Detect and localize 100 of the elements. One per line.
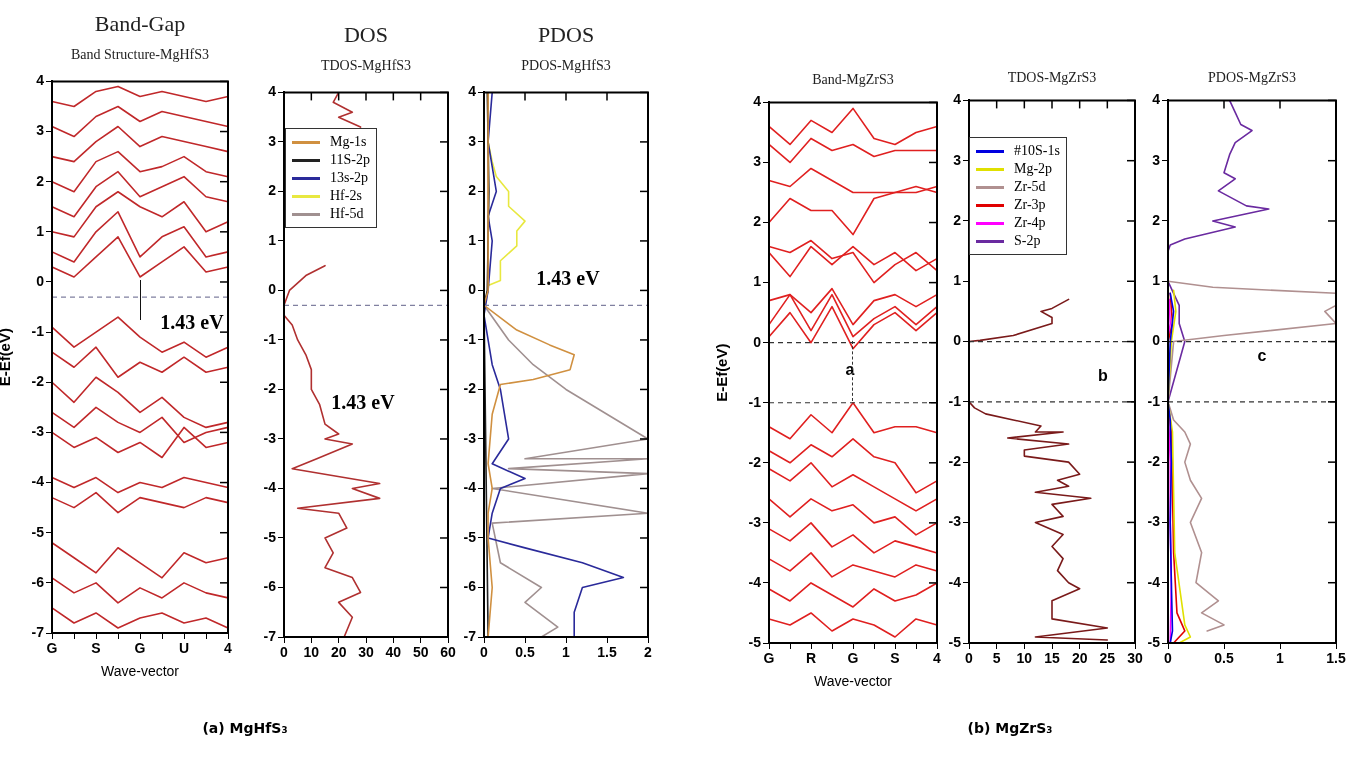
y-tick-label: -4: [31, 473, 45, 490]
y-tick-label: -7: [463, 627, 477, 644]
y-tick-label: 1: [953, 272, 962, 289]
chart-title: Band-Gap: [93, 11, 187, 37]
y-tick-label: -6: [31, 573, 45, 590]
y-tick-label: 3: [468, 132, 477, 149]
annotation: c: [1256, 347, 1268, 365]
legend-label: 11S-2p: [330, 152, 370, 168]
x-tick-label: 0.5: [1214, 650, 1234, 667]
y-tick-label: 1: [268, 231, 277, 248]
x-tick-label: 20: [1071, 650, 1088, 667]
y-tick-label: -4: [463, 479, 477, 496]
y-tick-label: 4: [468, 83, 477, 100]
chart-title: PDOS-MgZrS3: [1207, 70, 1297, 86]
y-tick-label: -3: [463, 429, 477, 446]
text: (b) MgZrS₃: [966, 720, 1054, 736]
y-tick-label: 3: [753, 153, 762, 170]
y-tick-label: -4: [263, 479, 277, 496]
legend-label: 13s-2p: [330, 170, 369, 186]
chart-subtitle: Band Structure-MgHfS3: [69, 47, 210, 63]
legend-label: S-2p: [1014, 233, 1041, 249]
y-tick-label: -7: [263, 627, 277, 644]
y-tick-label: -2: [31, 373, 45, 390]
y-tick-label: 0: [36, 272, 45, 289]
y-tick-label: -4: [748, 573, 762, 590]
legend-label: Zr-3p: [1014, 197, 1046, 213]
y-tick-label: 2: [953, 211, 962, 228]
y-tick-label: 3: [268, 132, 277, 149]
y-tick-label: -2: [1147, 452, 1161, 469]
y-tick-label: 0: [268, 281, 277, 298]
y-tick-label: -1: [948, 392, 962, 409]
chart-title: DOS: [343, 22, 389, 48]
y-tick-label: -2: [948, 452, 962, 469]
y-tick-label: 4: [36, 72, 45, 89]
x-tick-label: G: [763, 650, 775, 667]
y-tick-label: -7: [31, 623, 45, 640]
y-tick-label: 0: [1152, 332, 1161, 349]
y-tick-label: 2: [36, 172, 45, 189]
legend-label: Mg-1s: [330, 134, 367, 150]
x-tick-label: 0: [965, 650, 974, 667]
y-tick-label: -1: [463, 330, 477, 347]
y-tick-label: -4: [1147, 573, 1161, 590]
y-tick-label: -5: [463, 528, 477, 545]
y-tick-label: 4: [1152, 91, 1161, 108]
x-axis-title: Wave-vector: [813, 673, 893, 690]
y-tick-label: 2: [1152, 211, 1161, 228]
y-tick-label: -1: [263, 330, 277, 347]
x-tick-label: U: [178, 640, 190, 657]
x-tick-label: 10: [1016, 650, 1033, 667]
x-tick-label: 5: [992, 650, 1001, 667]
x-tick-label: 30: [358, 644, 374, 661]
y-tick-label: 3: [36, 122, 45, 139]
x-tick-label: 30: [1127, 650, 1143, 667]
y-tick-label: -5: [748, 633, 762, 650]
chart-title: TDOS-MgZrS3: [1006, 70, 1098, 86]
annotation: 1.43 eV: [330, 390, 396, 414]
x-axis-title: Wave-vector: [100, 663, 180, 680]
y-tick-label: -1: [748, 393, 762, 410]
y-tick-label: -3: [31, 423, 45, 440]
x-tick-label: 1.5: [1326, 650, 1346, 667]
y-tick-label: -6: [263, 578, 277, 595]
annotation: 1.43 eV: [535, 266, 601, 290]
x-tick-label: 2: [644, 644, 653, 661]
y-axis-title: E-Ef(eV): [713, 343, 731, 402]
y-tick-label: 4: [268, 83, 277, 100]
x-tick-label: 40: [385, 644, 402, 661]
x-tick-label: 0.5: [515, 644, 535, 661]
y-tick-label: 1: [1152, 272, 1161, 289]
y-tick-label: -5: [1147, 633, 1161, 650]
chart-title: Band-MgZrS3: [811, 72, 895, 88]
chart-subtitle: TDOS-MgHfS3: [319, 58, 413, 74]
x-tick-label: 10: [303, 644, 320, 661]
y-tick-label: 0: [953, 332, 962, 349]
x-tick-label: 25: [1099, 650, 1116, 667]
x-tick-label: 4: [933, 650, 942, 667]
y-tick-label: -1: [1147, 392, 1161, 409]
y-tick-label: -3: [1147, 513, 1161, 530]
y-tick-label: 1: [468, 231, 477, 248]
legend-label: Hf-2s: [330, 188, 362, 204]
x-tick-label: 1.5: [597, 644, 617, 661]
x-tick-label: G: [134, 640, 146, 657]
x-tick-label: S: [890, 650, 900, 667]
y-tick-label: 0: [468, 281, 477, 298]
y-tick-label: 0: [753, 333, 762, 350]
x-tick-label: 20: [330, 644, 347, 661]
x-tick-label: 4: [224, 640, 233, 657]
x-tick-label: 0: [280, 644, 289, 661]
x-tick-label: G: [46, 640, 58, 657]
y-tick-label: -4: [948, 573, 962, 590]
x-tick-label: 1: [1276, 650, 1285, 667]
y-tick-label: -3: [948, 513, 962, 530]
legend-label: Zr-5d: [1014, 179, 1046, 195]
y-tick-label: 2: [753, 213, 762, 230]
annotation: 1.43 eV: [159, 310, 225, 334]
y-tick-label: 1: [753, 273, 762, 290]
x-tick-label: R: [805, 650, 817, 667]
x-tick-label: 1: [562, 644, 571, 661]
legend-label: Hf-5d: [330, 206, 364, 222]
y-tick-label: 4: [953, 91, 962, 108]
x-tick-label: G: [847, 650, 859, 667]
